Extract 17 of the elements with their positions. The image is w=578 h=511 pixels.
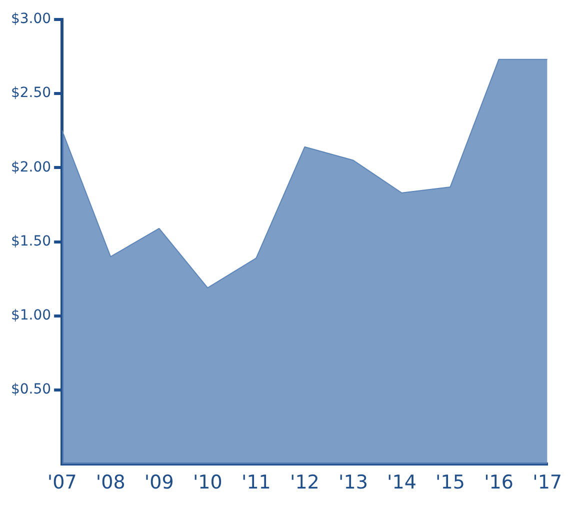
x-tick-label: '09 xyxy=(144,472,174,494)
x-tick-label: '14 xyxy=(387,472,416,494)
x-tick-label: '13 xyxy=(338,472,368,494)
y-tick-label: $1.50 xyxy=(10,233,52,250)
x-tick-label: '17 xyxy=(532,472,562,494)
x-tick-label: '10 xyxy=(192,472,222,494)
x-tick-label: '12 xyxy=(290,472,320,494)
y-tick-label: $2.00 xyxy=(10,159,52,176)
x-tick-label: '07 xyxy=(47,472,77,494)
x-tick-label: '16 xyxy=(484,472,514,494)
x-tick-label: '11 xyxy=(241,472,271,494)
y-tick-label: $3.00 xyxy=(10,11,52,28)
x-tick-label: '08 xyxy=(96,472,126,494)
x-tick-label: '15 xyxy=(436,472,465,494)
y-tick-label: $1.00 xyxy=(10,308,52,324)
y-tick-label: $2.50 xyxy=(10,85,52,102)
y-tick-label: $0.50 xyxy=(10,382,52,398)
